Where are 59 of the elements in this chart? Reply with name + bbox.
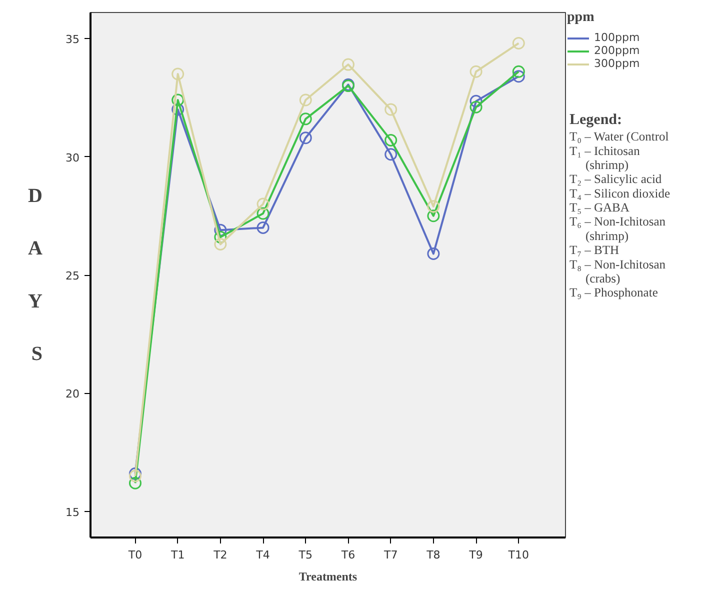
point [128,467,142,480]
point [427,247,440,260]
point [172,94,184,106]
point [256,207,270,220]
point [256,198,270,210]
x-tick-label: T6 [340,548,356,562]
point [172,68,184,80]
x-tick-label: T5 [298,548,312,562]
point [299,94,312,106]
legend-title: ppm [567,11,596,26]
point [128,470,142,482]
y-tick-label: 15 [66,506,80,519]
point [470,100,482,114]
point [470,94,482,108]
text: T₈ – Non-Ichitosan (crabs) [570,257,666,286]
x-tick-label: T7 [382,548,398,562]
text: T₆ – Non-Ichitosan (shrimp) [570,214,666,243]
point [214,238,227,250]
text: DAYS [28,184,43,366]
x-tick-label: T10 [507,548,529,562]
point [384,103,398,116]
text: T₀ – Water (Control [570,130,670,144]
point [214,224,227,236]
text: T₉ – Phosphonate [570,286,658,300]
x-tick-label: T8 [426,548,440,562]
point [342,58,354,71]
point [172,103,184,116]
text: T₁ – Ichitosan (shrimp) [570,144,641,172]
point [470,65,482,78]
point [384,148,398,161]
text: T₇ – BTH [570,243,619,258]
x-axis-title: Treatments [298,570,358,584]
text: T₄ – Silicon dioxide [570,186,670,200]
x-tick-label: T0 [127,548,142,562]
y-tick-label: 35 [66,33,80,46]
legend-label: 300ppm [594,57,640,70]
y-tick-label: 25 [66,270,80,282]
point [512,70,525,83]
point [384,134,398,146]
point [256,221,270,234]
point [128,476,142,490]
x-tick-label: T4 [255,548,270,562]
text: T₂ – Salicylic acid [570,172,662,186]
point [512,37,525,50]
point [427,210,440,222]
x-tick-label: T1 [170,548,185,562]
point [427,200,440,213]
legend-label: 100ppm [594,31,640,44]
x-tick-label: T2 [212,548,228,562]
point [299,112,312,126]
text: T₅ – GABA [570,200,630,215]
x-tick-label: T9 [468,548,483,562]
y-tick-label: 30 [66,151,80,164]
legend-label: 200ppm [594,44,640,57]
y-tick-label: 20 [66,388,80,401]
text: Legend: [570,112,622,128]
point [512,65,525,78]
point [299,132,312,144]
point [214,230,227,244]
